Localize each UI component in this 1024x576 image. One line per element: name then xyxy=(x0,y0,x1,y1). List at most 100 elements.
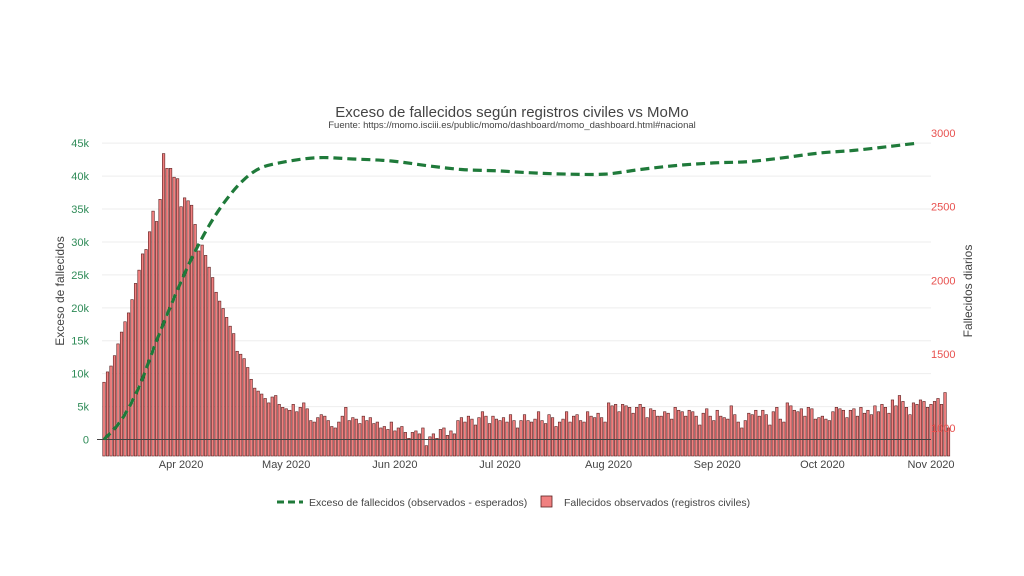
y-axis-right-title: Fallecidos diarios xyxy=(961,245,975,338)
bar xyxy=(743,420,747,457)
bar xyxy=(572,415,576,457)
bar xyxy=(424,445,428,457)
bar xyxy=(151,210,155,457)
bar xyxy=(932,401,937,457)
legend-item-line[interactable]: Exceso de fallecidos (observados - esper… xyxy=(277,497,527,509)
bar xyxy=(803,415,807,457)
bar xyxy=(579,420,583,457)
bar xyxy=(330,426,334,457)
bar xyxy=(621,404,625,457)
bar xyxy=(810,408,814,457)
bar xyxy=(698,424,702,457)
bar xyxy=(918,399,923,457)
y-left-tick-label: 15k xyxy=(71,336,89,348)
bar xyxy=(817,417,821,457)
bar xyxy=(438,429,442,457)
bar xyxy=(617,411,621,457)
bar xyxy=(403,432,407,457)
bar xyxy=(337,421,341,457)
bar xyxy=(417,433,421,457)
bar xyxy=(887,412,891,457)
bar xyxy=(705,408,709,457)
bar xyxy=(480,411,485,457)
bar xyxy=(691,411,695,457)
bar xyxy=(642,407,646,457)
bar xyxy=(183,197,187,457)
bar xyxy=(277,404,281,457)
bar xyxy=(428,436,432,457)
bar xyxy=(137,269,141,457)
bar xyxy=(708,415,712,457)
bar xyxy=(761,409,765,457)
bar xyxy=(593,417,597,457)
bar xyxy=(102,381,106,457)
bar xyxy=(133,283,138,457)
bar xyxy=(904,407,909,457)
bar xyxy=(771,411,775,457)
bar xyxy=(789,405,793,457)
bar xyxy=(344,407,348,457)
y-right-tick-label: 1500 xyxy=(931,349,955,361)
bar xyxy=(347,420,351,457)
bar xyxy=(162,153,166,457)
bar xyxy=(936,398,940,457)
bar xyxy=(614,404,618,457)
y-left-tick-label: 25k xyxy=(71,270,89,282)
bar xyxy=(684,415,688,457)
bar xyxy=(561,418,565,457)
bar xyxy=(295,411,299,457)
bar xyxy=(754,409,758,457)
bar xyxy=(859,407,863,457)
bar xyxy=(484,415,488,457)
bar xyxy=(841,409,845,457)
bar xyxy=(414,430,418,457)
bar xyxy=(782,421,786,457)
bar xyxy=(876,411,880,457)
bar xyxy=(883,407,887,457)
bar xyxy=(512,420,516,457)
bar xyxy=(232,333,236,457)
bar xyxy=(288,409,292,457)
bar xyxy=(477,417,481,457)
bar xyxy=(557,421,562,457)
bar xyxy=(309,420,313,457)
bar xyxy=(533,418,537,457)
bar xyxy=(498,420,502,457)
bar xyxy=(326,420,330,457)
y-right-tick-label: 2000 xyxy=(931,276,955,288)
bar xyxy=(645,417,649,457)
bar xyxy=(785,402,789,457)
x-tick-label: Jun 2020 xyxy=(372,459,417,471)
bar xyxy=(225,317,229,457)
bar xyxy=(221,308,225,457)
bar xyxy=(323,415,327,457)
bar xyxy=(677,409,681,457)
bar xyxy=(263,398,267,457)
legend-label-bar: Fallecidos observados (registros civiles… xyxy=(564,497,750,509)
x-tick-label: Oct 2020 xyxy=(800,459,845,471)
bar xyxy=(894,405,898,457)
bar xyxy=(389,421,393,457)
bar xyxy=(242,358,246,457)
bar xyxy=(105,371,110,457)
bar xyxy=(228,325,232,457)
bar xyxy=(123,321,127,457)
bar xyxy=(211,277,215,457)
bar xyxy=(715,409,719,457)
bar xyxy=(452,433,456,457)
bar xyxy=(568,421,572,457)
bar xyxy=(386,429,390,457)
bar xyxy=(536,411,541,457)
legend[interactable]: Exceso de fallecidos (observados - esper… xyxy=(277,495,750,509)
bar xyxy=(866,409,870,457)
bar xyxy=(449,430,453,457)
bar xyxy=(687,409,691,457)
bar xyxy=(666,412,670,457)
bar xyxy=(880,404,884,457)
bar xyxy=(284,408,288,457)
bar xyxy=(824,418,828,457)
legend-item-bar[interactable]: Fallecidos observados (registros civiles… xyxy=(540,495,750,509)
bar xyxy=(144,249,148,457)
bar xyxy=(862,412,866,457)
y-left-tick-label: 10k xyxy=(71,369,89,381)
